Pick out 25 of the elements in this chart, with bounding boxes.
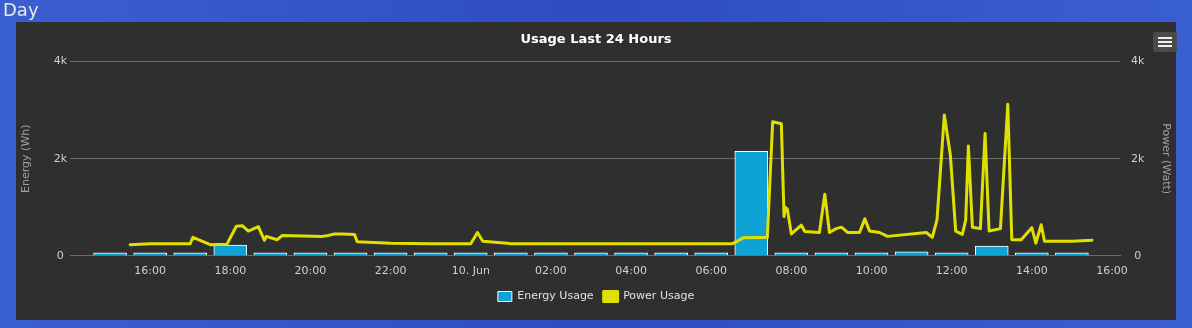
y2-tick-label: 0 xyxy=(1134,248,1142,262)
y-tick-label: 2k xyxy=(53,151,68,165)
x-tick-label: 04:00 xyxy=(615,264,647,278)
y2-tick-label: 2k xyxy=(1131,151,1145,165)
y2-tick-label: 4k xyxy=(1131,54,1145,68)
x-tick-label: 12:00 xyxy=(935,264,968,278)
y-tick-label: 0 xyxy=(56,248,64,262)
x-tick-label: 20:00 xyxy=(294,264,327,278)
x-tick-label: 14:00 xyxy=(1015,264,1048,278)
x-tick-label: 22:00 xyxy=(374,264,407,278)
legend-label: Power Usage xyxy=(623,289,695,303)
x-tick-label: 02:00 xyxy=(535,264,567,278)
x-tick-label: 10:00 xyxy=(855,264,888,278)
y2-axis-title: Power (Watt) xyxy=(1159,123,1173,195)
x-tick-label: 18:00 xyxy=(214,264,247,278)
x-tick-label: 16:00 xyxy=(134,264,166,278)
y-tick-label: 4k xyxy=(53,54,68,68)
x-tick-label: 10. Jun xyxy=(451,264,490,278)
chart-title: Usage Last 24 Hours xyxy=(520,31,672,47)
x-tick-label: 06:00 xyxy=(695,264,728,278)
x-tick-label: 08:00 xyxy=(775,264,808,278)
legend-label: Energy Usage xyxy=(517,289,594,303)
text: Day xyxy=(3,0,39,20)
x-tick-label: 16:00 xyxy=(1096,264,1128,278)
y-axis-title: Energy (Wh) xyxy=(19,124,33,193)
